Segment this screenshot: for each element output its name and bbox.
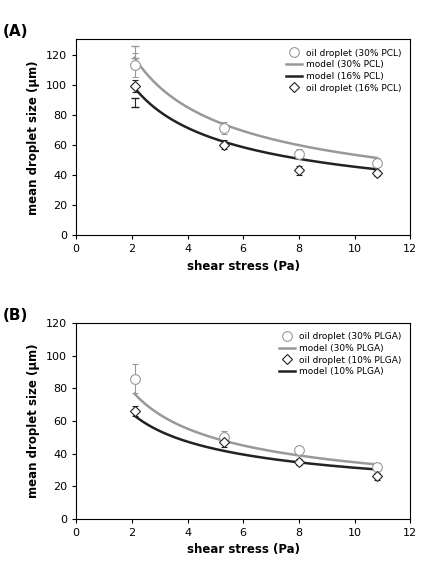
X-axis label: shear stress (Pa): shear stress (Pa) xyxy=(187,260,300,273)
Legend: oil droplet (30% PCL), model (30% PCL), model (16% PCL), oil droplet (16% PCL): oil droplet (30% PCL), model (30% PCL), … xyxy=(281,44,406,97)
Text: (A): (A) xyxy=(3,24,28,39)
Legend: oil droplet (30% PLGA), model (30% PLGA), oil droplet (10% PLGA), model (10% PLG: oil droplet (30% PLGA), model (30% PLGA)… xyxy=(275,328,406,381)
Y-axis label: mean droplet size (μm): mean droplet size (μm) xyxy=(27,60,41,214)
X-axis label: shear stress (Pa): shear stress (Pa) xyxy=(187,544,300,557)
Y-axis label: mean droplet size (μm): mean droplet size (μm) xyxy=(27,344,41,498)
Text: (B): (B) xyxy=(3,307,28,323)
